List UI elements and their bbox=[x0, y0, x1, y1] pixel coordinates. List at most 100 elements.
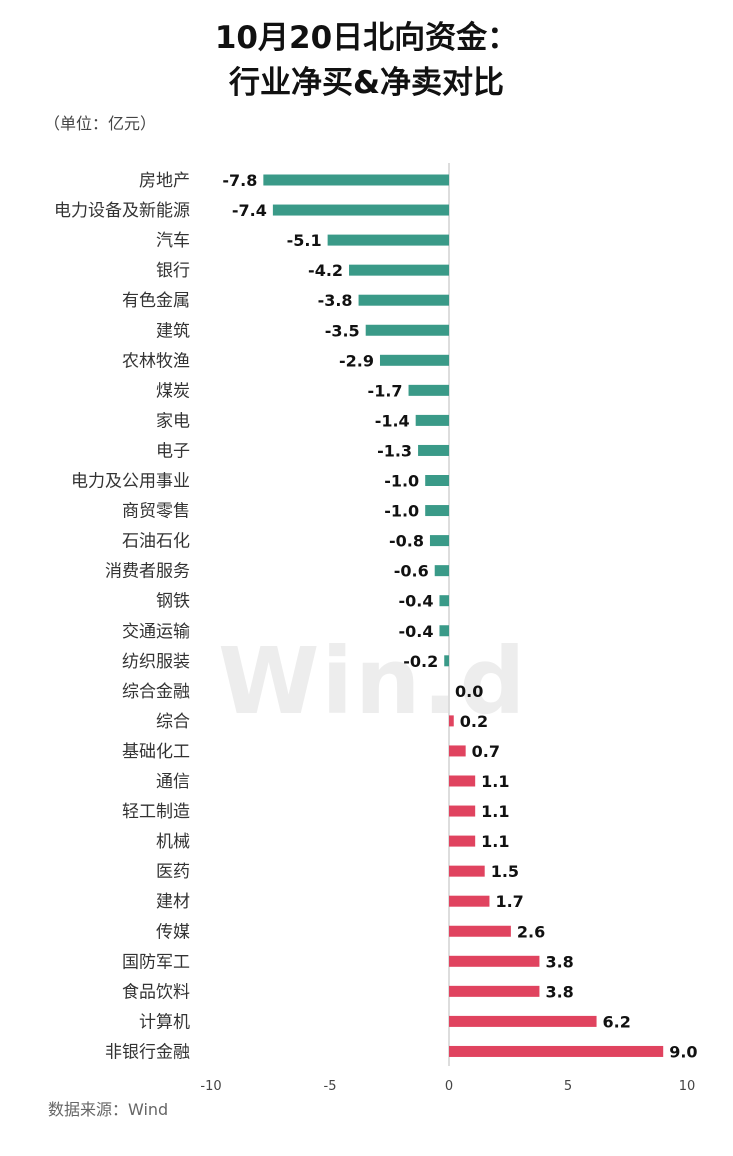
value-label: -0.4 bbox=[398, 592, 433, 611]
category-label: 医药 bbox=[156, 862, 190, 882]
watermark: Win.d bbox=[218, 628, 528, 735]
value-label: -7.4 bbox=[232, 201, 267, 220]
value-label: 0.0 bbox=[455, 682, 483, 701]
value-label: 0.2 bbox=[460, 712, 488, 731]
bar bbox=[449, 745, 466, 757]
bar bbox=[439, 595, 449, 607]
category-label: 综合 bbox=[156, 712, 190, 732]
value-label: -1.0 bbox=[384, 502, 419, 521]
bar bbox=[449, 865, 485, 877]
category-label: 电力及公用事业 bbox=[71, 472, 190, 492]
value-label: -0.4 bbox=[398, 622, 433, 641]
value-label: 9.0 bbox=[669, 1042, 697, 1061]
bar bbox=[439, 625, 449, 637]
bar bbox=[434, 565, 449, 577]
bar bbox=[449, 925, 511, 937]
category-label: 轻工制造 bbox=[122, 802, 190, 822]
value-label: 6.2 bbox=[603, 1012, 631, 1031]
category-label: 食品饮料 bbox=[122, 982, 190, 1002]
value-label: 3.8 bbox=[545, 982, 573, 1001]
bar bbox=[425, 475, 449, 486]
category-label: 通信 bbox=[156, 772, 190, 792]
value-label: -0.2 bbox=[403, 652, 438, 671]
bar bbox=[449, 835, 476, 847]
category-label: 煤炭 bbox=[156, 381, 190, 401]
value-label: -3.8 bbox=[318, 291, 353, 310]
bar bbox=[263, 174, 449, 186]
category-label: 银行 bbox=[156, 261, 190, 281]
bar bbox=[449, 955, 540, 967]
value-label: 1.5 bbox=[491, 862, 519, 881]
category-label: 国防军工 bbox=[122, 952, 190, 972]
category-label: 商贸零售 bbox=[122, 502, 190, 522]
category-label: 建筑 bbox=[156, 321, 190, 341]
category-label: 建材 bbox=[156, 892, 190, 912]
category-label: 基础化工 bbox=[122, 742, 190, 762]
bar bbox=[449, 895, 490, 907]
category-label: 电力设备及新能源 bbox=[54, 201, 190, 221]
category-label: 纺织服装 bbox=[122, 652, 190, 672]
chart-title-line1: 10月20日北向资金： bbox=[214, 20, 519, 56]
bar bbox=[449, 1045, 664, 1057]
category-label: 非银行金融 bbox=[105, 1042, 190, 1062]
x-tick-label: 5 bbox=[564, 1079, 572, 1094]
bar bbox=[415, 414, 449, 426]
x-tick-label: 0 bbox=[445, 1079, 453, 1094]
category-label: 有色金属 bbox=[122, 291, 190, 311]
bar bbox=[272, 204, 449, 216]
bar bbox=[449, 805, 476, 817]
bar bbox=[358, 294, 449, 306]
value-label: 3.8 bbox=[545, 952, 573, 971]
bar bbox=[365, 324, 449, 336]
bar bbox=[327, 234, 449, 246]
chart-title-line2: 行业净买&净卖对比 bbox=[228, 65, 505, 101]
bar bbox=[418, 444, 449, 456]
value-label: -4.2 bbox=[308, 261, 343, 280]
value-label: -0.6 bbox=[394, 562, 429, 581]
value-label: 0.7 bbox=[472, 742, 500, 761]
category-label: 钢铁 bbox=[156, 592, 190, 612]
category-label: 消费者服务 bbox=[105, 562, 190, 582]
bar bbox=[449, 715, 454, 727]
x-tick-label: 10 bbox=[679, 1079, 696, 1094]
category-label: 交通运输 bbox=[122, 622, 190, 642]
bar bbox=[449, 1015, 597, 1027]
category-label: 家电 bbox=[156, 411, 190, 431]
value-label: -1.4 bbox=[375, 411, 410, 430]
category-label: 综合金融 bbox=[122, 682, 190, 702]
source-label: 数据来源：Wind bbox=[48, 1100, 169, 1119]
category-label: 石油石化 bbox=[122, 532, 190, 552]
unit-label: （单位：亿元） bbox=[44, 114, 157, 133]
bar bbox=[449, 985, 540, 997]
bar bbox=[444, 655, 449, 667]
bar bbox=[379, 354, 449, 366]
category-label: 电子 bbox=[156, 441, 190, 461]
category-label: 机械 bbox=[156, 832, 190, 852]
value-label: -3.5 bbox=[325, 321, 360, 340]
x-tick-label: -5 bbox=[324, 1079, 337, 1094]
bar bbox=[449, 775, 476, 787]
category-label: 传媒 bbox=[156, 922, 190, 942]
category-label: 计算机 bbox=[139, 1012, 190, 1032]
x-tick-label: -10 bbox=[200, 1079, 221, 1094]
category-label: 汽车 bbox=[156, 231, 190, 251]
value-label: 1.1 bbox=[481, 802, 509, 821]
value-label: -1.3 bbox=[377, 441, 412, 460]
value-label: 1.1 bbox=[481, 772, 509, 791]
value-label: -5.1 bbox=[287, 231, 322, 250]
bar bbox=[349, 264, 449, 276]
value-label: -1.0 bbox=[384, 472, 419, 491]
value-label: -2.9 bbox=[339, 351, 374, 370]
category-label: 房地产 bbox=[139, 171, 190, 191]
value-label: 2.6 bbox=[517, 922, 545, 941]
value-label: -1.7 bbox=[368, 381, 403, 400]
bar bbox=[425, 505, 449, 517]
value-label: -7.8 bbox=[222, 171, 257, 190]
category-label: 农林牧渔 bbox=[122, 351, 190, 371]
value-label: -0.8 bbox=[389, 532, 424, 551]
bar bbox=[408, 384, 449, 396]
value-label: 1.1 bbox=[481, 832, 509, 851]
value-label: 1.7 bbox=[495, 892, 523, 911]
bar bbox=[429, 535, 449, 547]
